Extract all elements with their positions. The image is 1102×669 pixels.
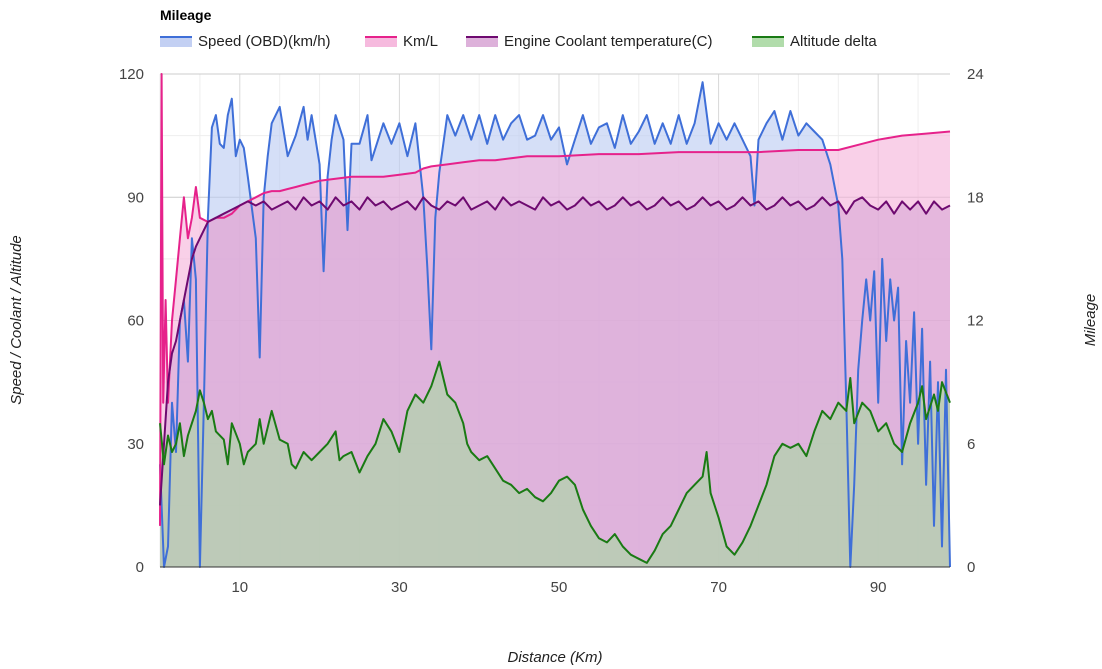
y-tick-label-left: 60 (127, 313, 144, 330)
series-line-3 (159, 196, 951, 506)
series-line-2 (159, 73, 951, 526)
series-areas (160, 74, 950, 568)
y-tick-label-left: 30 (127, 436, 144, 453)
y-axis-title-right: Mileage (1082, 294, 1099, 347)
axes: 10 30 50 70 90 0 30 60 90 120 0 6 12 18 24 (119, 66, 984, 596)
legend-swatch-2 (365, 36, 397, 47)
y-axis-title-left: Speed / Coolant / Altitude (8, 235, 25, 405)
series-line-1 (159, 81, 951, 568)
legend-swatch-4 (752, 36, 784, 47)
legend-label-3: Engine Coolant temperature(C) (504, 33, 712, 50)
x-tick-label: 90 (870, 579, 887, 596)
legend-label-1: Speed (OBD)(km/h) (198, 33, 331, 50)
y-tick-label-left: 120 (119, 66, 144, 83)
y-tick-label-left: 90 (127, 189, 144, 206)
legend-swatch-1 (160, 36, 192, 47)
legend-label-2: Km/L (403, 33, 438, 50)
legend: Speed (OBD)(km/h) Km/L Engine Coolant temp… (160, 33, 877, 50)
x-tick-label: 70 (710, 579, 727, 596)
x-tick-label: 10 (231, 579, 248, 596)
y-tick-label-right: 12 (967, 313, 984, 330)
y-tick-label-right: 18 (967, 189, 984, 206)
series-line-4 (159, 360, 951, 564)
x-axis-title: Distance (Km) (507, 649, 602, 666)
chart-title: Mileage (160, 7, 212, 23)
legend-label-4: Altitude delta (790, 33, 877, 50)
y-tick-label-right: 0 (967, 559, 975, 576)
y-tick-label-right: 24 (967, 66, 984, 83)
series-area-4 (160, 361, 950, 567)
x-tick-label: 50 (551, 579, 568, 596)
x-tick-label: 30 (391, 579, 408, 596)
y-tick-label-left: 0 (136, 559, 144, 576)
y-tick-label-right: 6 (967, 436, 975, 453)
series-lines (159, 73, 951, 568)
legend-swatch-3 (466, 36, 498, 47)
